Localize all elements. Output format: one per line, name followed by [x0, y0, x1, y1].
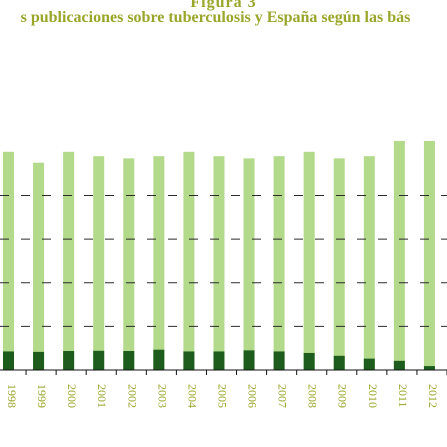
x-tick-label-2008: 2008	[306, 384, 320, 408]
bar-series2-2000	[63, 351, 75, 370]
bar-series1-2007	[273, 156, 285, 370]
bar-series1-2000	[63, 151, 75, 370]
x-tick-label-2006: 2006	[246, 384, 260, 408]
bar-series2-2012	[423, 366, 435, 370]
x-tick-label-2009: 2009	[336, 384, 350, 408]
bar-series1-2010	[363, 156, 375, 370]
x-tick-label-2000: 2000	[65, 384, 79, 408]
x-tick-label-2004: 2004	[185, 384, 199, 408]
bar-series2-2006	[243, 350, 255, 370]
bar-series2-2009	[333, 355, 345, 370]
bar-series1-2002	[123, 158, 135, 370]
x-tick-label-2001: 2001	[95, 384, 109, 408]
x-tick-label-2011: 2011	[396, 384, 410, 408]
bar-series2-2005	[213, 351, 225, 370]
x-tick-label-2012: 2012	[426, 384, 440, 408]
bar-series1-2006	[243, 158, 255, 370]
figure-title: s publicaciones sobre tuberculosis y Esp…	[20, 9, 411, 26]
bar-series2-2008	[303, 352, 315, 370]
bar-series1-2009	[333, 158, 345, 370]
x-tick-label-2005: 2005	[215, 384, 229, 408]
bar-series1-2008	[303, 151, 315, 370]
x-tick-label-1999: 1999	[35, 384, 49, 408]
bar-series1-2001	[93, 156, 105, 370]
bar-series2-2002	[123, 351, 135, 370]
bar-series2-2001	[93, 350, 105, 370]
figure-label: Figura 3	[190, 0, 257, 11]
bar-series1-2005	[213, 156, 225, 370]
x-tick-label-2010: 2010	[366, 384, 380, 408]
x-tick-label-2002: 2002	[125, 384, 139, 408]
bar-series2-2010	[363, 358, 375, 370]
bar-series2-2011	[393, 360, 405, 370]
bar-series2-2004	[183, 351, 195, 370]
bar-series2-1998	[3, 351, 14, 370]
bar-series2-2007	[273, 351, 285, 370]
bar-series2-2003	[153, 349, 165, 370]
bar-series2-1999	[33, 351, 45, 370]
bar-series1-2004	[183, 151, 195, 370]
x-tick-label-2003: 2003	[155, 384, 169, 408]
bar-series1-1999	[33, 162, 45, 370]
bar-series1-1998	[3, 151, 14, 370]
bar-series1-2011	[393, 140, 405, 370]
bar-series1-2012	[423, 140, 435, 370]
x-tick-label-1998: 1998	[5, 384, 19, 408]
x-tick-label-2007: 2007	[276, 384, 290, 408]
bar-series1-2003	[153, 156, 165, 370]
